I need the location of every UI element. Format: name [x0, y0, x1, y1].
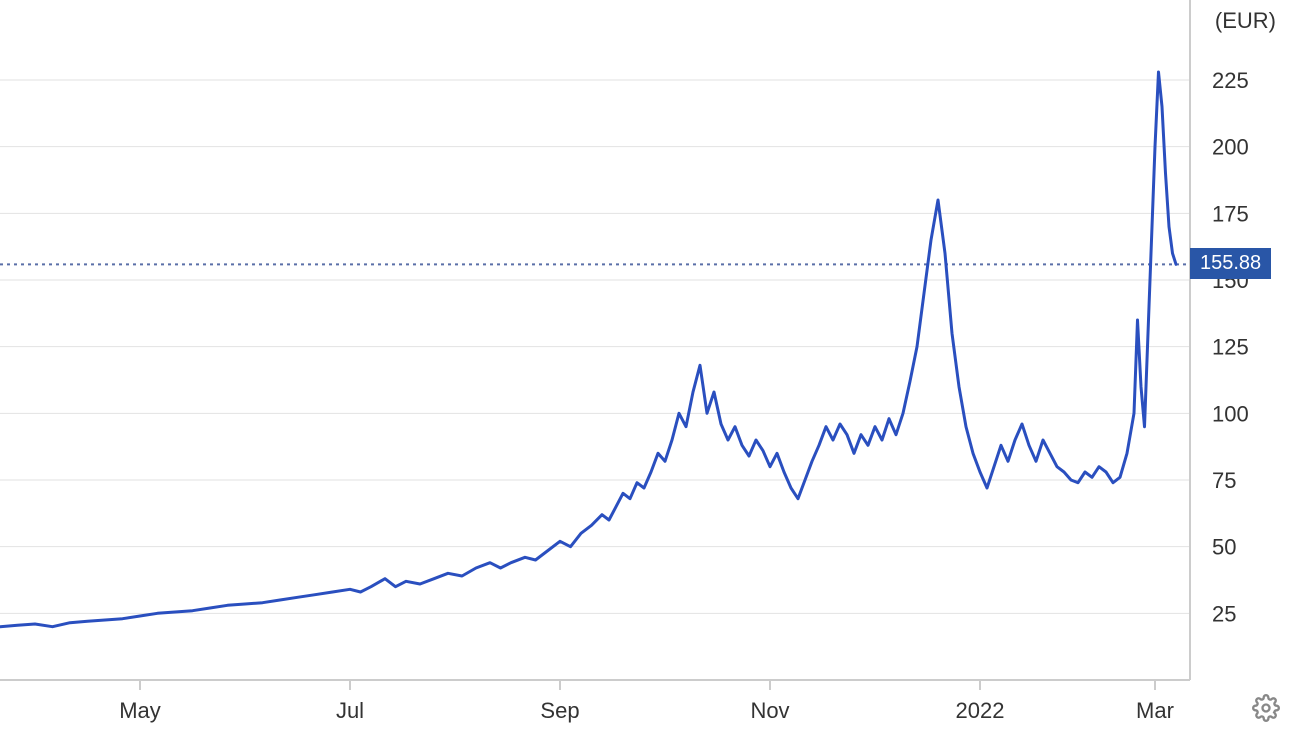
x-tick-label: Sep [540, 698, 579, 723]
y-tick-label: 125 [1212, 335, 1249, 360]
x-tick-label: Jul [336, 698, 364, 723]
y-tick-label: 175 [1212, 201, 1249, 226]
price-chart: 255075100125150175200225MayJulSepNov2022… [0, 0, 1300, 742]
y-tick-label: 200 [1212, 135, 1249, 160]
y-tick-label: 25 [1212, 601, 1236, 626]
x-tick-label: May [119, 698, 161, 723]
x-tick-label: 2022 [956, 698, 1005, 723]
y-tick-label: 225 [1212, 68, 1249, 93]
x-tick-label: Nov [750, 698, 789, 723]
y-tick-label: 75 [1212, 468, 1236, 493]
price-line [0, 72, 1176, 627]
x-tick-label: Mar [1136, 698, 1174, 723]
y-axis-unit-label: (EUR) [1215, 8, 1276, 34]
gear-icon[interactable] [1252, 694, 1280, 722]
y-tick-label: 50 [1212, 535, 1236, 560]
current-price-badge: 155.88 [1190, 248, 1271, 279]
y-tick-label: 100 [1212, 401, 1249, 426]
chart-svg: 255075100125150175200225MayJulSepNov2022… [0, 0, 1300, 742]
